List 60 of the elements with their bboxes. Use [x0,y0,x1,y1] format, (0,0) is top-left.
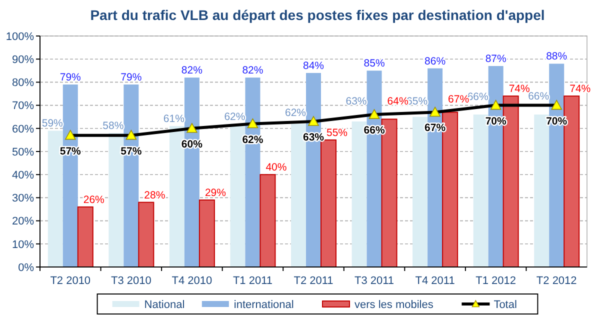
data-label: 63% [346,95,367,108]
x-tick-label: T2 2010 [50,275,91,287]
data-label: 82% [181,64,202,77]
y-tick-label: 90% [12,54,34,66]
y-tick-label: 30% [12,192,34,205]
chart-title: Part du trafic VLB au départ des postes fixes par destination d'appel [90,7,545,23]
y-tick-label: 50% [12,146,34,158]
x-tick-label: T4 2010 [172,275,212,287]
y-tick-label: 20% [12,216,34,228]
bar [138,202,154,268]
data-label: 66% [528,90,550,102]
y-tick-label: 10% [12,238,34,251]
legend-label: Total [494,298,517,311]
x-tick-label: T4 2011 [415,275,455,287]
data-label: 86% [424,55,446,68]
data-label: 60% [181,138,204,150]
y-tick-label: 40% [12,169,34,182]
data-label: 64% [387,95,408,108]
y-tick-label: 70% [12,100,34,112]
data-label: 58% [102,120,124,132]
x-tick-label: T2 2012 [536,275,577,287]
x-tick-label: T3 2011 [354,275,394,287]
x-tick-label: T1 2011 [232,275,273,287]
data-label: 87% [485,53,506,66]
data-label: 82% [242,64,264,77]
data-label: 57% [60,145,82,158]
x-tick-label: T3 2010 [110,275,152,287]
bar [260,174,276,268]
data-label: 62% [284,106,306,119]
legend-label: international [234,298,294,311]
data-label: 74% [570,83,591,96]
y-tick-label: 100% [6,30,34,43]
data-label: 88% [546,50,568,63]
data-label: 61% [163,113,184,126]
bar [320,139,336,268]
data-label: 57% [120,145,142,158]
y-tick-label: 80% [12,77,34,90]
data-label: 62% [224,110,246,123]
data-label: 84% [302,60,324,72]
x-tick-label: T1 2012 [476,275,516,287]
data-label: 79% [60,72,81,84]
bar [77,206,94,268]
bar [198,200,215,268]
y-tick-label: 0% [18,262,34,274]
data-label: 26% [83,194,104,206]
legend-label: National [144,298,185,311]
data-label: 55% [326,126,348,139]
y-tick-label: 60% [12,123,34,136]
x-tick-label: T2 2011 [294,275,334,287]
data-label: 85% [364,58,385,70]
legend-label: vers les mobiles [354,298,434,311]
data-label: 29% [204,187,226,200]
data-label: 67% [448,94,470,106]
data-label: 63% [302,131,325,144]
data-label: 59% [42,118,63,130]
data-label: 74% [508,83,530,96]
data-label: 28% [144,189,166,202]
data-label: 79% [120,72,142,84]
data-label: 62% [242,134,264,146]
data-label: 40% [266,162,287,174]
